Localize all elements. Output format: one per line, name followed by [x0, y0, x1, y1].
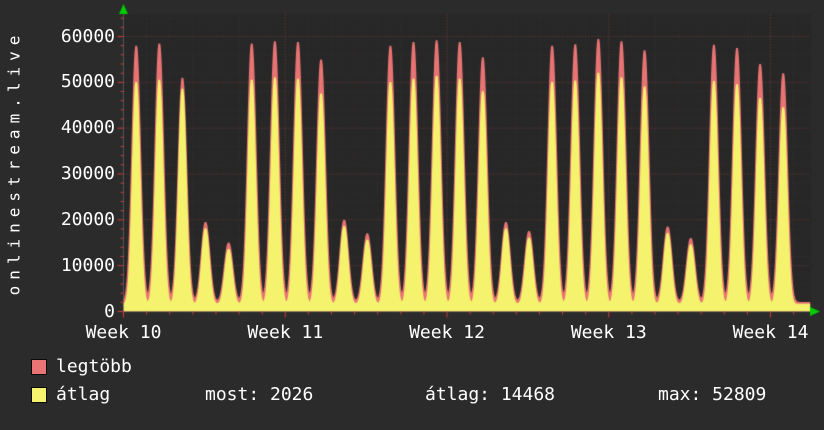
y-tick-label: 50000	[60, 71, 115, 93]
y-tick-label: 0	[104, 300, 115, 322]
stat-atlag-value: 14468	[500, 384, 556, 405]
stat-atlag-label: átlag:	[425, 384, 491, 405]
stat-max: max: 52809	[658, 386, 766, 404]
stat-atlag: átlag: 14468	[425, 386, 555, 404]
legend-swatch-atlag	[31, 387, 47, 403]
x-tick-label: Week 11	[247, 322, 324, 343]
y-tick-label: 20000	[60, 208, 115, 230]
legend-row-legtobb: legtöbb	[31, 358, 132, 376]
stat-most-value: 2026	[269, 384, 314, 405]
x-tick-label: Week 12	[409, 322, 485, 343]
stat-max-value: 52809	[712, 384, 767, 405]
y-tick-label: 10000	[60, 254, 115, 276]
y-tick-label: 40000	[60, 117, 115, 139]
stat-most-label: most:	[205, 384, 260, 405]
x-tick-label: Week 13	[570, 322, 647, 343]
stat-max-label: max:	[658, 384, 702, 405]
legend-label-atlag: átlag	[56, 384, 111, 405]
stat-most: most: 2026	[205, 386, 313, 404]
y-tick-label: 30000	[60, 163, 115, 184]
legend-swatch-legtobb	[31, 359, 47, 375]
legend-row-atlag: átlag	[31, 386, 110, 404]
x-tick-label: Week 10	[85, 322, 162, 343]
y-tick-label: 60000	[60, 25, 115, 47]
x-tick-label: Week 14	[732, 322, 809, 343]
legend-label-legtobb: legtöbb	[56, 356, 132, 377]
